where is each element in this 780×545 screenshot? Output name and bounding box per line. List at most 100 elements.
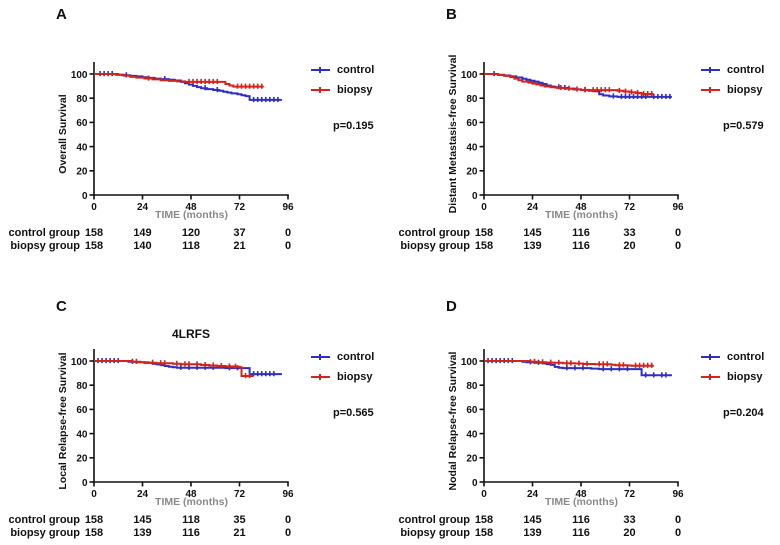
svg-text:80: 80: [76, 94, 88, 105]
panel-letter: D: [446, 298, 458, 315]
p-value: p=0.565: [333, 407, 374, 419]
at-risk-row-label: biopsy group: [10, 240, 80, 252]
km-panel: B Distant Metastasis-free Survival 0 20 40…: [390, 0, 780, 272]
at-risk-count: 140: [133, 240, 152, 252]
at-risk-count: 21: [233, 527, 246, 539]
panel-letter: A: [56, 6, 68, 23]
panel-letter: B: [446, 6, 458, 23]
p-value: p=0.204: [723, 407, 764, 419]
biopsy-legend-label: biopsy: [337, 84, 373, 96]
legend-entry-biopsy: biopsy: [701, 367, 764, 387]
svg-text:96: 96: [282, 489, 294, 500]
svg-text:24: 24: [137, 489, 149, 500]
at-risk-row-biopsy: biopsy group 158 140 118 21 0: [0, 240, 390, 253]
svg-text:0: 0: [472, 478, 478, 489]
at-risk-row-label: control group: [398, 514, 471, 526]
control-line-marker-icon: [311, 354, 330, 360]
svg-text:60: 60: [466, 118, 478, 129]
at-risk-count: 0: [674, 240, 682, 252]
km-panel: D Nodal Relapse-free Survival 0 20 40 60 80 1…: [390, 272, 780, 545]
svg-text:80: 80: [466, 381, 478, 392]
axis-tick-labels: 0 20 40 60 80 100 0 24 48 72 96: [461, 70, 684, 213]
at-risk-count: 33: [623, 514, 636, 526]
p-value: p=0.579: [723, 120, 764, 132]
at-risk-count: 0: [284, 527, 292, 539]
at-risk-count: 35: [233, 514, 246, 526]
at-risk-count: 116: [572, 527, 590, 539]
at-risk-count: 20: [623, 240, 636, 252]
svg-text:20: 20: [76, 454, 88, 465]
svg-text:60: 60: [466, 405, 478, 416]
at-risk-count: 149: [133, 227, 152, 239]
legend: control biopsy: [311, 347, 374, 387]
svg-text:72: 72: [624, 202, 636, 213]
svg-text:40: 40: [76, 429, 88, 440]
x-axis-title: TIME (months): [545, 496, 618, 508]
at-risk-count: 0: [284, 240, 292, 252]
at-risk-row-control: control group 158 145 118 35 0: [0, 514, 390, 527]
svg-text:100: 100: [71, 70, 88, 81]
biopsy-line-marker-icon: [701, 87, 720, 93]
at-risk-count: 139: [133, 527, 152, 539]
svg-text:24: 24: [137, 202, 149, 213]
svg-text:48: 48: [185, 489, 197, 500]
control-legend-label: control: [727, 351, 765, 363]
biopsy-curve: [484, 73, 654, 97]
p-value: p=0.195: [333, 120, 374, 132]
control-legend-label: control: [337, 351, 375, 363]
control-legend-label: control: [727, 64, 765, 76]
at-risk-count: 118: [182, 514, 200, 526]
at-risk-count: 0: [674, 514, 682, 526]
svg-text:96: 96: [672, 489, 684, 500]
at-risk-row-label: biopsy group: [10, 527, 80, 539]
km-plot-svg: 0 20 40 60 80 100 0 24 48 72 96: [71, 349, 294, 500]
svg-text:100: 100: [71, 357, 88, 368]
biopsy-legend-label: biopsy: [727, 371, 763, 383]
at-risk-count: 158: [84, 514, 104, 526]
svg-text:72: 72: [624, 489, 636, 500]
at-risk-row-control: control group 158 145 116 33 0: [390, 227, 780, 240]
svg-text:100: 100: [461, 70, 478, 81]
at-risk-count: 0: [674, 527, 682, 539]
at-risk-count: 158: [84, 527, 104, 539]
km-panel: C 4LRFS Local Relapse-free Survival 0 20 4…: [0, 272, 390, 545]
at-risk-count: 37: [233, 227, 246, 239]
legend-entry-control: control: [701, 60, 764, 80]
at-risk-row-control: control group 158 149 120 37 0: [0, 227, 390, 240]
biopsy-legend-label: biopsy: [727, 84, 763, 96]
svg-text:20: 20: [466, 167, 478, 178]
x-axis-title: TIME (months): [155, 496, 228, 508]
at-risk-count: 158: [474, 240, 494, 252]
legend-entry-biopsy: biopsy: [311, 80, 374, 100]
x-axis-title: TIME (months): [545, 209, 618, 221]
biopsy-line-marker-icon: [311, 374, 330, 380]
svg-text:40: 40: [76, 142, 88, 153]
control-line-marker-icon: [311, 67, 330, 73]
at-risk-count: 158: [474, 514, 494, 526]
km-panel: A Overall Survival 0 20 40 60 80 100 0 24 48 72 96…: [0, 0, 390, 272]
svg-text:40: 40: [466, 429, 478, 440]
biopsy-curve: [94, 358, 254, 379]
svg-text:20: 20: [466, 454, 478, 465]
control-curve: [484, 71, 672, 100]
at-risk-count: 0: [674, 227, 682, 239]
at-risk-count: 116: [572, 240, 590, 252]
svg-text:60: 60: [76, 118, 88, 129]
at-risk-row-label: biopsy group: [400, 240, 470, 252]
svg-text:48: 48: [575, 489, 587, 500]
at-risk-count: 33: [623, 227, 636, 239]
svg-text:96: 96: [282, 202, 294, 213]
at-risk-row-label: control group: [398, 227, 471, 239]
km-plot-svg: 0 20 40 60 80 100 0 24 48 72 96: [71, 62, 294, 213]
at-risk-count: 139: [523, 527, 542, 539]
x-axis-title: TIME (months): [155, 209, 228, 221]
at-risk-row-biopsy: biopsy group 158 139 116 21 0: [0, 527, 390, 540]
legend-entry-control: control: [311, 60, 374, 80]
km-plot-svg: 0 20 40 60 80 100 0 24 48 72 96: [461, 349, 684, 500]
axes: [479, 62, 679, 200]
at-risk-count: 139: [523, 240, 542, 252]
axis-tick-labels: 0 20 40 60 80 100 0 24 48 72 96: [71, 70, 294, 213]
svg-text:40: 40: [466, 142, 478, 153]
svg-text:100: 100: [461, 357, 478, 368]
biopsy-legend-label: biopsy: [337, 371, 373, 383]
